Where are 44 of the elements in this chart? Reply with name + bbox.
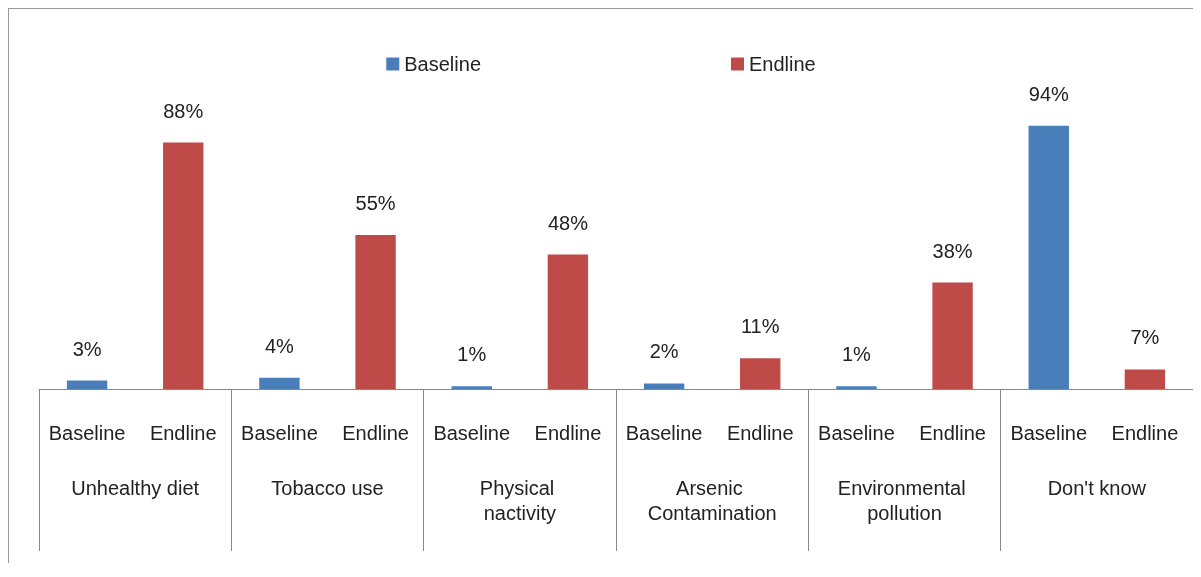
text: Endline: [919, 422, 986, 444]
data-label: 2%: [649, 340, 679, 363]
text: Baseline: [1010, 422, 1088, 444]
text: Baseline: [241, 422, 318, 444]
text: Endline: [149, 422, 217, 444]
text: Endline: [1111, 422, 1179, 444]
x-tick-label: Environmental pollution: [837, 476, 972, 524]
legend-label: Baseline: [404, 53, 481, 75]
bar: [836, 386, 877, 389]
data-label: 1%: [457, 343, 487, 366]
text: Baseline: [818, 422, 895, 444]
text: Endline: [342, 422, 409, 444]
data-label: 4%: [264, 334, 295, 357]
data-label: 7%: [1130, 326, 1160, 349]
data-label: 3%: [72, 337, 102, 360]
bar: [259, 377, 300, 389]
x-tick-label: Physical nactivity: [479, 476, 560, 524]
bar: [643, 383, 685, 389]
data-label: 48%: [547, 211, 589, 234]
data-label: 1%: [841, 343, 872, 366]
x-tick-label: Arsenic Contamination: [647, 476, 777, 524]
bar: [66, 380, 108, 389]
bar: [547, 254, 589, 389]
bar: [451, 386, 492, 389]
text: Endline: [534, 422, 602, 444]
bar: [932, 282, 973, 389]
bar: [740, 358, 781, 389]
bar: [1028, 125, 1069, 389]
data-label: 55%: [355, 192, 396, 214]
bar: [1124, 369, 1166, 389]
text: Endline: [726, 422, 794, 444]
data-label: 94%: [1028, 82, 1069, 105]
data-label: 11%: [740, 315, 780, 338]
text: Baseline: [625, 422, 703, 444]
text: Baseline: [48, 422, 126, 444]
bar: [355, 235, 396, 389]
data-label: 38%: [932, 239, 973, 262]
bar: [163, 142, 204, 389]
legend-label: Endline: [749, 53, 816, 75]
text: Baseline: [433, 422, 511, 444]
x-tick-label: Don't know: [1047, 476, 1147, 499]
x-tick-label: Tobacco use: [271, 476, 384, 499]
data-label: 88%: [163, 99, 204, 122]
x-tick-label: Unhealthy diet: [71, 476, 200, 499]
